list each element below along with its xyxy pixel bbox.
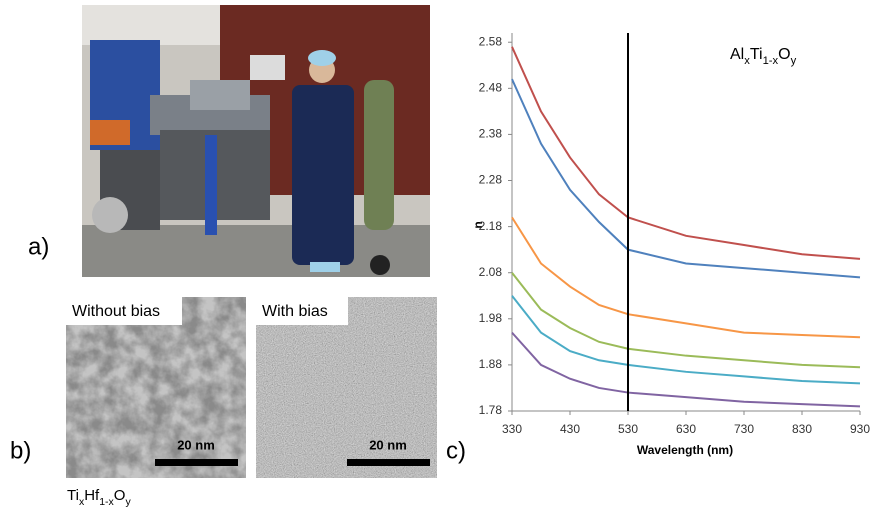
lab-photo [82, 5, 430, 277]
subscript: 1-x [763, 55, 779, 67]
x-tick-label: 730 [734, 422, 754, 436]
scale-bar [347, 459, 430, 466]
formula-part: O [778, 46, 790, 63]
x-tick-label: 330 [502, 422, 522, 436]
formula-part: O [114, 487, 126, 504]
panel-label: c) [446, 437, 466, 464]
x-axis-label: Wavelength (nm) [637, 443, 733, 457]
scale-bar [155, 459, 238, 466]
tem-title: With bias [262, 303, 328, 320]
panel-label: b) [10, 437, 31, 464]
tem-title: Without bias [72, 303, 160, 320]
y-tick-label: 1.78 [479, 403, 503, 417]
tem-texture [66, 297, 246, 478]
caption: TixHf1-xOy [67, 487, 131, 508]
formula-part: Hf [84, 487, 100, 504]
subscript: y [791, 55, 797, 67]
y-tick-label: 2.18 [479, 219, 503, 233]
y-axis-label: n [471, 221, 485, 228]
tem-title-box [256, 297, 348, 325]
tem-title-box [66, 297, 182, 325]
subscript: y [125, 496, 131, 508]
x-tick-label: 530 [618, 422, 638, 436]
scale-bar-label: 20 nm [177, 437, 215, 452]
formula-part: Ti [67, 487, 79, 504]
y-tick-label: 2.28 [479, 173, 503, 187]
x-tick-label: 930 [850, 422, 870, 436]
formula-part: Al [730, 46, 744, 63]
series-line [511, 295, 861, 385]
x-tick-label: 430 [560, 422, 580, 436]
y-tick-label: 2.38 [479, 127, 503, 141]
panel-label: a) [28, 233, 49, 260]
series-line [511, 272, 861, 369]
y-tick-label: 1.98 [479, 311, 503, 325]
series-line [511, 46, 861, 260]
y-tick-label: 2.48 [479, 80, 503, 94]
tem-image [256, 297, 437, 478]
series-line [511, 78, 861, 279]
x-tick-label: 830 [792, 422, 812, 436]
y-tick-label: 1.88 [479, 357, 503, 371]
x-tick-label: 630 [676, 422, 696, 436]
y-tick-label: 2.08 [479, 265, 503, 279]
chart-annotation: AlxTi1-xOy [730, 46, 797, 67]
y-tick-label: 2.58 [479, 34, 503, 48]
series-line [511, 331, 861, 408]
subscript: 1-x [99, 496, 114, 508]
formula-part: Ti [750, 46, 763, 63]
scale-bar-label: 20 nm [369, 437, 407, 452]
subscript: x [79, 496, 85, 508]
subscript: x [744, 55, 750, 67]
